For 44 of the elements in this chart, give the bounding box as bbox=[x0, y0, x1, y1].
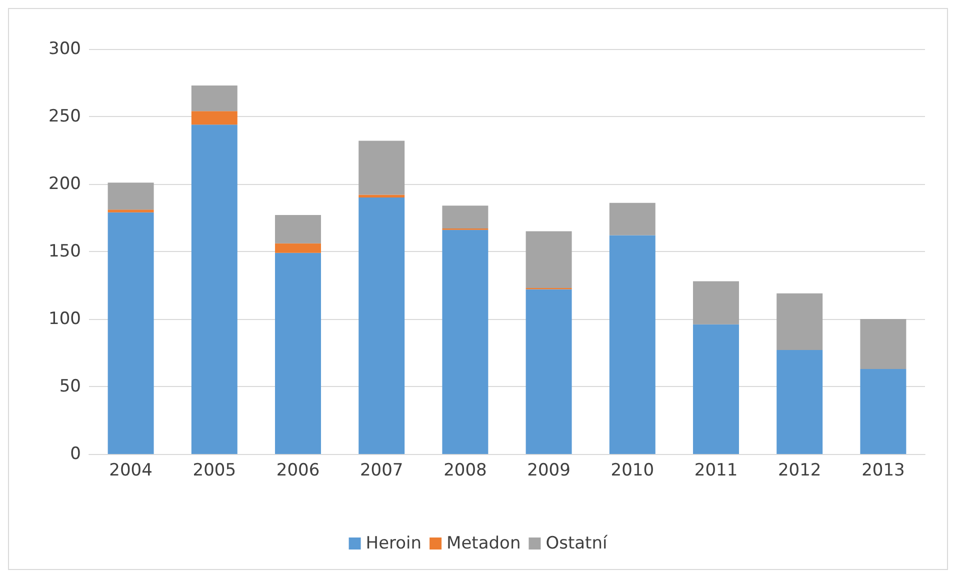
bar bbox=[358, 198, 405, 454]
bar bbox=[275, 252, 321, 454]
bar bbox=[693, 324, 739, 454]
bar bbox=[442, 206, 488, 229]
x-tick-label: 2007 bbox=[360, 460, 404, 480]
legend-label: Heroin bbox=[366, 534, 422, 554]
x-tick-label: 2004 bbox=[109, 460, 152, 480]
bar bbox=[442, 230, 488, 454]
x-tick-label: 2013 bbox=[862, 460, 905, 480]
bar bbox=[275, 215, 321, 244]
bar bbox=[191, 85, 238, 112]
bar bbox=[108, 210, 154, 212]
bar bbox=[860, 368, 906, 454]
legend-label: Ostatní bbox=[546, 534, 608, 554]
y-tick-label: 150 bbox=[48, 242, 81, 262]
bar bbox=[358, 194, 405, 198]
y-tick-label: 300 bbox=[48, 39, 81, 59]
legend-label: Metadon bbox=[446, 534, 521, 554]
bar bbox=[526, 289, 572, 454]
bar bbox=[108, 182, 154, 210]
x-tick-label: 2008 bbox=[444, 460, 487, 480]
bar bbox=[275, 243, 321, 253]
y-tick-label: 0 bbox=[70, 444, 81, 464]
x-tick-label: 2006 bbox=[276, 460, 320, 480]
x-tick-label: 2010 bbox=[610, 460, 654, 480]
x-tick-label: 2011 bbox=[694, 460, 738, 480]
y-tick-label: 100 bbox=[48, 309, 81, 329]
bar bbox=[609, 235, 656, 454]
bar bbox=[191, 111, 238, 125]
bar bbox=[108, 212, 154, 454]
x-tick-label: 2012 bbox=[778, 460, 822, 480]
bar bbox=[693, 281, 739, 324]
bar bbox=[860, 319, 906, 369]
bar bbox=[776, 350, 823, 454]
bar bbox=[191, 124, 238, 454]
y-tick-label: 250 bbox=[48, 106, 81, 126]
x-tick-label: 2005 bbox=[192, 460, 236, 480]
bar bbox=[609, 202, 656, 236]
x-tick-label: 2009 bbox=[527, 460, 570, 480]
bar bbox=[358, 140, 405, 195]
bar bbox=[776, 293, 823, 350]
y-tick-label: 50 bbox=[59, 376, 81, 396]
y-tick-label: 200 bbox=[48, 174, 81, 194]
bar bbox=[526, 231, 572, 288]
